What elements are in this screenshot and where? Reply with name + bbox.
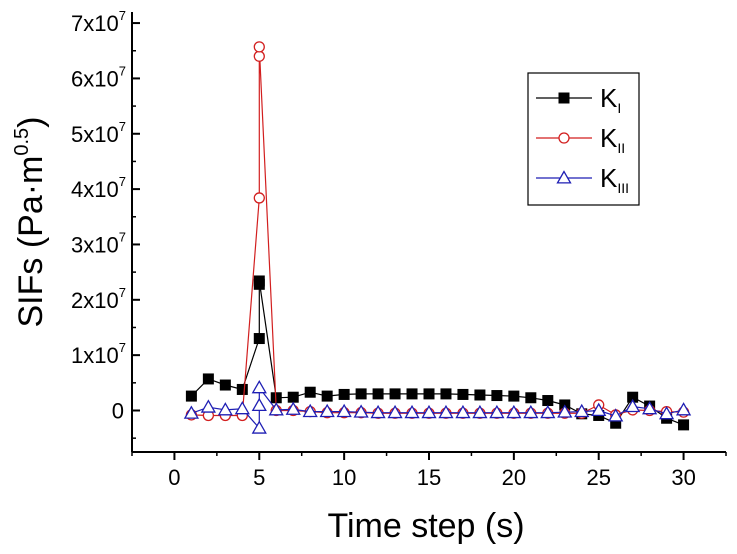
y-tick-label: 5x107 bbox=[71, 119, 126, 147]
data-point-marker bbox=[338, 388, 350, 400]
data-point-marker bbox=[321, 390, 333, 402]
data-point-marker bbox=[355, 388, 367, 400]
data-point-marker bbox=[200, 399, 216, 413]
y-axis-label: SIFs (Pa·m0.5) bbox=[11, 116, 50, 327]
data-point-marker bbox=[268, 402, 284, 416]
y-axis-label-close: ) bbox=[12, 116, 50, 127]
data-point-marker bbox=[642, 401, 658, 415]
data-point-marker bbox=[525, 392, 537, 404]
data-point-marker bbox=[217, 402, 233, 416]
legend-entry: KII bbox=[536, 123, 625, 156]
data-point-marker bbox=[489, 404, 505, 419]
data-point-marker bbox=[253, 41, 265, 53]
legend: KI KII KIII bbox=[527, 72, 640, 206]
data-point-marker bbox=[404, 404, 420, 419]
data-point-marker bbox=[202, 373, 214, 385]
x-tick-label: 30 bbox=[671, 465, 695, 490]
series-layer bbox=[183, 41, 692, 434]
data-point-marker bbox=[438, 404, 454, 419]
data-point-marker bbox=[608, 408, 624, 422]
x-tick-label: 20 bbox=[502, 465, 526, 490]
data-point-marker bbox=[253, 275, 265, 287]
data-point-marker bbox=[540, 404, 556, 419]
svg-text:SIFs (Pa·m0.5): SIFs (Pa·m0.5) bbox=[11, 116, 50, 327]
data-point-marker bbox=[234, 401, 250, 415]
data-point-marker bbox=[406, 388, 418, 400]
data-point-marker bbox=[219, 379, 231, 391]
data-point-marker bbox=[506, 404, 522, 419]
x-axis-ticks: 0 5 10 15 20 25 30 bbox=[131, 452, 727, 490]
legend-entry: KI bbox=[536, 83, 621, 116]
data-point-marker bbox=[457, 388, 469, 400]
series-line bbox=[190, 280, 684, 426]
data-point-marker bbox=[491, 390, 503, 402]
data-point-marker bbox=[285, 401, 301, 415]
data-point-marker bbox=[472, 404, 488, 419]
data-point-marker bbox=[251, 397, 267, 412]
data-point-marker bbox=[542, 395, 554, 407]
legend-label: KI bbox=[600, 83, 621, 116]
data-point-marker bbox=[387, 404, 403, 419]
x-tick-label: 10 bbox=[332, 465, 356, 490]
data-point-marker bbox=[253, 333, 265, 345]
data-point-marker bbox=[253, 192, 265, 204]
data-point-marker bbox=[287, 391, 299, 403]
x-tick-label: 15 bbox=[417, 465, 441, 490]
data-point-marker bbox=[185, 390, 197, 402]
x-tick-label: 25 bbox=[586, 465, 610, 490]
y-tick-label: 6x107 bbox=[71, 63, 126, 91]
data-point-marker bbox=[678, 419, 690, 431]
y-tick-label: 0 bbox=[112, 398, 124, 423]
y-tick-label: 2x107 bbox=[71, 285, 126, 313]
y-axis-label-exponent: 0.5 bbox=[11, 128, 33, 156]
data-point-marker bbox=[253, 50, 265, 62]
data-point-marker bbox=[558, 132, 570, 144]
y-axis-label-main: SIFs (Pa·m bbox=[12, 156, 50, 328]
data-point-marker bbox=[372, 388, 384, 400]
y-tick-label: 3x107 bbox=[71, 229, 126, 257]
data-point-marker bbox=[625, 398, 641, 413]
data-point-marker bbox=[336, 403, 352, 418]
data-point-marker bbox=[236, 383, 248, 395]
data-point-marker bbox=[353, 404, 369, 418]
data-point-marker bbox=[251, 379, 267, 394]
x-axis-label: Time step (s) bbox=[327, 507, 524, 545]
legend-entry: KIII bbox=[536, 163, 629, 196]
data-point-marker bbox=[523, 404, 539, 419]
y-axis-ticks: 0 1x107 2x107 3x107 4x107 5x107 6x107 7x107 bbox=[71, 8, 140, 439]
data-point-marker bbox=[370, 404, 386, 419]
data-point-marker bbox=[440, 388, 452, 400]
legend-label: KII bbox=[600, 123, 625, 156]
data-point-marker bbox=[591, 402, 607, 417]
data-point-marker bbox=[574, 403, 590, 418]
data-point-marker bbox=[556, 170, 572, 184]
data-point-marker bbox=[319, 403, 335, 418]
legend-box bbox=[527, 72, 640, 206]
data-point-marker bbox=[508, 390, 520, 402]
data-point-marker bbox=[302, 403, 318, 418]
data-point-marker bbox=[557, 404, 573, 418]
data-point-marker bbox=[455, 404, 471, 419]
data-point-marker bbox=[658, 406, 675, 420]
data-point-marker bbox=[389, 388, 401, 400]
y-tick-label: 1x107 bbox=[71, 340, 126, 368]
x-tick-label: 5 bbox=[253, 465, 265, 490]
data-point-marker bbox=[304, 386, 316, 398]
data-point-marker bbox=[251, 420, 267, 434]
data-point-marker bbox=[675, 402, 692, 416]
x-tick-label: 0 bbox=[168, 465, 180, 490]
y-tick-label: 4x107 bbox=[71, 174, 126, 202]
data-point-marker bbox=[421, 404, 437, 419]
series-k-iii bbox=[183, 379, 692, 434]
data-point-marker bbox=[474, 389, 486, 401]
legend-label: KIII bbox=[600, 163, 629, 196]
y-tick-label: 7x107 bbox=[71, 8, 126, 36]
data-point-marker bbox=[183, 405, 200, 419]
data-point-marker bbox=[423, 388, 435, 400]
data-point-marker bbox=[558, 92, 570, 104]
